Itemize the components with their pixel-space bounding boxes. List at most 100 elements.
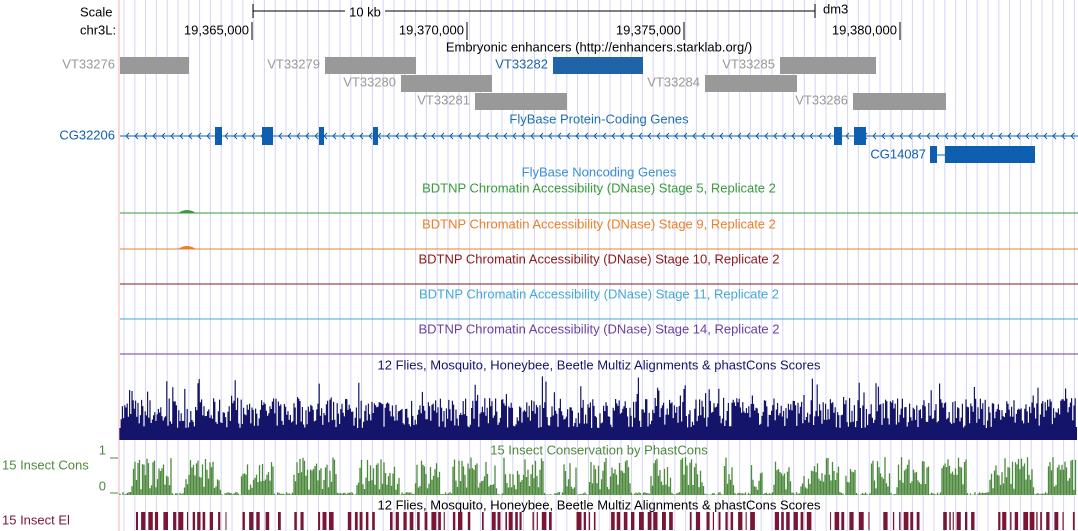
element [639,512,644,530]
element [532,512,534,530]
position-tick-label: 19,380,000 [832,22,897,37]
side-label: 15 Insect Cons [2,457,89,472]
side-label: 15 Insect El [2,512,70,527]
element [730,512,734,530]
enhancer [780,57,876,74]
element [1023,512,1029,530]
element [998,512,1001,530]
element [849,512,854,530]
enhancer-label: VT33280 [343,74,396,89]
element [616,512,621,530]
element [278,512,281,530]
element [438,512,441,530]
element [354,512,358,530]
element [403,512,407,530]
element [738,512,743,530]
element [593,512,596,530]
conservation-bars [119,376,1077,440]
element [965,512,968,530]
element [192,512,196,530]
element [806,512,812,530]
exon [319,127,324,145]
element [1054,512,1059,530]
element [1029,512,1035,530]
element [136,512,138,530]
element [458,512,463,530]
element [409,512,414,530]
gene-label: CG32206 [59,127,115,142]
element [424,512,428,530]
element [1046,512,1050,530]
track-title: FlyBase Noncoding Genes [522,164,677,179]
exon [930,146,937,163]
element [971,512,975,530]
track-title: BDTNP Chromatin Accessibility (DNase) St… [422,180,776,195]
element [365,512,369,530]
element [662,512,666,530]
track-title: 15 Insect Conservation by PhastCons [490,442,708,457]
element [209,512,213,530]
enhancer [325,57,416,74]
element [800,512,804,530]
element [1010,512,1012,530]
element [653,512,658,530]
element [187,512,189,530]
element [1040,512,1042,530]
element [712,512,714,530]
element [706,512,710,530]
signal-peak [178,210,196,213]
element [750,512,755,530]
element [178,512,184,530]
element [611,512,615,530]
element [505,512,507,530]
element [141,512,146,530]
element [841,512,845,530]
enhancer [705,75,797,92]
element [467,512,471,530]
element [549,512,552,530]
element [647,512,652,530]
element [745,512,747,530]
element [583,512,586,530]
enhancer-label: VT33285 [722,56,775,71]
element [943,512,947,530]
element [497,512,501,530]
element [956,512,961,530]
element [1072,512,1075,530]
element [395,512,399,530]
track-title: BDTNP Chromatin Accessibility (DNase) St… [418,251,779,266]
gene-label: CG14087 [870,146,926,161]
element [443,512,445,530]
element [631,512,635,530]
element [834,512,840,530]
enhancer-label: VT33286 [795,92,848,107]
track-title: BDTNP Chromatin Accessibility (DNase) St… [419,286,779,301]
enhancer [553,57,643,74]
element [623,512,628,530]
element [197,512,201,530]
enhancer-label: VT33281 [417,92,470,107]
element [952,512,954,530]
element [903,512,909,530]
element [218,512,221,530]
element [868,512,870,530]
track-title: Embryonic enhancers (http://enhancers.st… [446,39,752,54]
element [256,512,260,530]
position-tick-label: 19,365,000 [184,22,249,37]
enhancer [475,93,567,110]
element [519,512,522,530]
element [781,512,784,530]
element [689,512,692,530]
track-title: BDTNP Chromatin Accessibility (DNase) St… [422,216,776,231]
exon [854,127,866,145]
chrom-label: chr3L: [80,22,116,37]
element [1062,512,1064,530]
element [173,512,177,530]
element [725,512,728,530]
element [899,512,901,530]
enhancer-label: VT33282 [495,56,548,71]
phastcons-bars [119,457,1077,495]
exon [262,127,273,145]
element [225,512,227,530]
exon [834,127,842,145]
